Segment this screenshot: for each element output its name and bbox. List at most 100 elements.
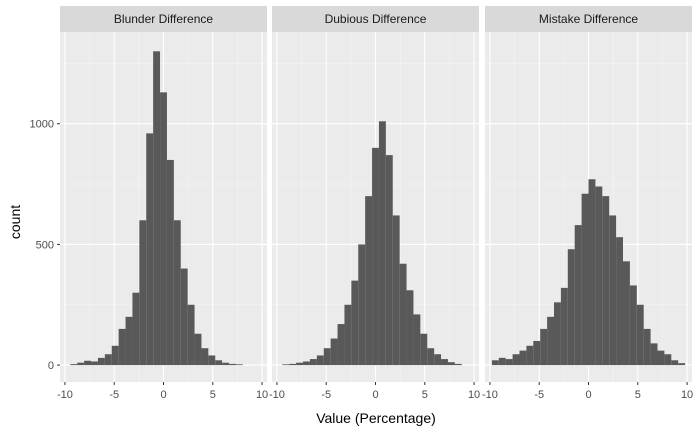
histogram-bar [201,348,209,366]
histogram-bar [643,328,651,366]
histogram-bar [392,215,400,366]
histogram-bar [526,345,534,366]
x-tick-label: 10 [256,389,268,401]
histogram-bar [595,186,603,366]
histogram-bar [84,360,92,366]
x-tick-label: 0 [160,389,166,401]
histogram-bar [399,263,407,366]
histogram-bar [602,196,610,366]
facet-strip [272,6,479,32]
x-tick-label: 10 [681,389,693,401]
histogram-bar [616,237,623,366]
histogram-bar [512,354,520,366]
y-axis-title: count [7,205,23,239]
x-tick-label: 0 [372,389,378,401]
histogram-bar [153,51,161,366]
histogram-bar [427,348,435,366]
histogram-bar [330,338,338,366]
histogram-bar [372,147,379,366]
facet-title: Blunder Difference [114,12,213,26]
histogram-bar [316,355,324,366]
histogram-bar [296,362,304,366]
histogram-bar [434,354,442,366]
histogram-bar [623,261,630,366]
histogram-bar [554,302,561,366]
histogram-bar [323,348,331,366]
x-tick-label: 5 [210,389,216,401]
histogram-bar [540,328,548,366]
histogram-bar [194,333,202,366]
histogram-bar [104,354,112,366]
histogram-bar [215,360,223,366]
histogram-bar [454,363,462,366]
histogram-bar [146,133,154,366]
facet-strip [485,6,692,32]
y-tick-label: 500 [36,239,54,251]
x-tick-label: 5 [635,389,641,401]
histogram-bar [547,316,554,366]
histogram-bar [344,304,352,366]
histogram-bar [581,193,589,366]
x-tick-label: -5 [109,389,119,401]
histogram-bar [519,350,527,366]
histogram-bar [118,328,126,366]
histogram-bar [678,363,686,366]
x-tick-label: -10 [482,389,498,401]
y-axis: 0 500 1000 [30,119,60,372]
histogram-bar [657,350,665,366]
x-axis-title: Value (Percentage) [316,410,436,426]
facet-panel: Dubious Difference -10 -5 0 5 10 [269,6,480,401]
histogram-bar [91,361,98,366]
x-tick-label: 0 [585,389,591,401]
histogram-bar [671,360,679,366]
facet-title: Dubious Difference [325,12,427,26]
histogram-bar [609,215,617,366]
histogram-bar [358,244,366,366]
facet-strip [60,6,267,32]
histogram-bar [664,354,672,366]
histogram-bar [337,324,345,366]
histogram-bar [533,340,541,366]
histogram-bar [441,359,448,366]
histogram-bar [282,364,290,366]
histogram-bar [235,364,243,366]
facet-panel: Blunder Difference -10 -5 0 5 10 [57,6,268,401]
histogram-bar [560,287,568,366]
histogram-bar [406,290,414,366]
x-tick-label: -10 [269,389,285,401]
y-tick-label: 0 [48,360,54,372]
histogram-bar [173,220,181,366]
histogram-bar [289,363,297,366]
histogram-bar [132,292,140,366]
histogram-bar [97,357,105,366]
x-tick-label: 10 [468,389,480,401]
histogram-bar [420,333,428,366]
histogram-bar [166,159,174,366]
histogram-bar [365,196,373,366]
histogram-bar [378,121,386,366]
histogram-bar [574,225,582,366]
x-tick-label: 5 [422,389,428,401]
histogram-bar [351,280,359,366]
histogram-bar [187,304,195,366]
histogram-bar [208,355,216,366]
histogram-bar [385,155,393,366]
facet-title: Mistake Difference [539,12,638,26]
histogram-bar [180,268,188,366]
histogram-bar [125,316,133,366]
histogram-bar [111,345,119,366]
histogram-bar [447,362,455,366]
histogram-bar [77,362,85,366]
histogram-bar [650,343,658,366]
histogram-bar [229,363,236,366]
x-tick-label: -5 [321,389,331,401]
histogram-bar [222,362,230,366]
facet-panel: Mistake Difference -10 -5 0 5 10 [482,6,693,401]
x-tick-label: -5 [534,389,544,401]
histogram-bar [629,285,637,366]
histogram-bar [139,220,147,366]
histogram-bar [588,179,596,366]
histogram-bar [491,360,499,366]
